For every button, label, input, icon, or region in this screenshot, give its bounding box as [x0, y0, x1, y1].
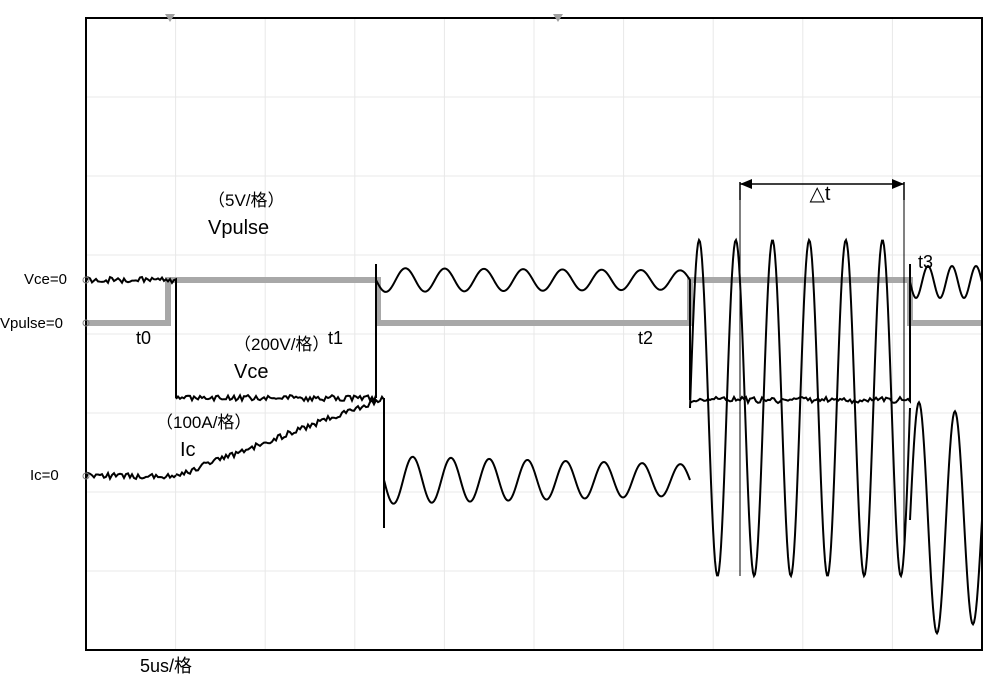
svg-text:Vpulse: Vpulse: [208, 217, 269, 239]
svg-text:Ic: Ic: [180, 439, 196, 461]
svg-text:t2: t2: [638, 328, 653, 348]
svg-text:（5V/格）: （5V/格）: [208, 191, 285, 210]
oscilloscope-screenshot: Vce=0 Vpulse=0 Ic=0 （5V/格） Vpulse （200V/格） Vce…: [0, 0, 1000, 683]
svg-text:Vce=0: Vce=0: [24, 271, 67, 288]
svg-text:（100A/格）: （100A/格）: [156, 413, 251, 432]
svg-text:t3: t3: [918, 252, 933, 272]
svg-text:Vce: Vce: [234, 361, 268, 383]
svg-text:5us/格: 5us/格: [140, 656, 192, 676]
svg-text:（200V/格）: （200V/格）: [234, 335, 329, 354]
svg-text:t0: t0: [136, 328, 151, 348]
svg-text:Ic=0: Ic=0: [30, 467, 59, 484]
svg-text:△t: △t: [810, 183, 831, 205]
svg-text:Vpulse=0: Vpulse=0: [0, 315, 63, 332]
svg-text:t1: t1: [328, 328, 343, 348]
